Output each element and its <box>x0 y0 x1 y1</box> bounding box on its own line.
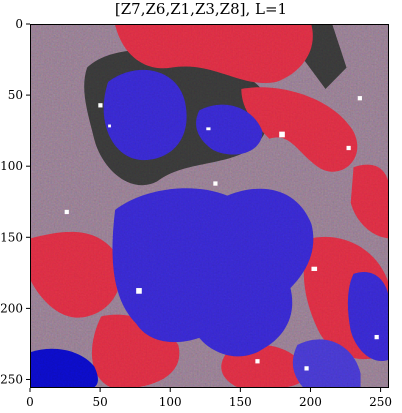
y-tick-label: 50 <box>8 88 23 102</box>
y-tick-label: 250 <box>0 372 23 386</box>
x-tick-label: 100 <box>159 395 182 409</box>
x-tick-label: 250 <box>369 395 392 409</box>
y-tick-label: 0 <box>15 17 23 31</box>
noise-segmentation-image <box>31 25 389 388</box>
y-tick-label: 100 <box>0 159 23 173</box>
x-tick-label: 150 <box>229 395 252 409</box>
y-tick-label: 200 <box>0 301 23 315</box>
x-axis: 0 50 100 150 200 250 <box>26 388 392 409</box>
x-tick-label: 0 <box>26 395 34 409</box>
x-tick-label: 50 <box>92 395 107 409</box>
x-tick-label: 200 <box>299 395 322 409</box>
y-tick-label: 150 <box>0 230 23 244</box>
figure-title: [Z7,Z6,Z1,Z3,Z8], L=1 <box>0 0 402 18</box>
blue-region <box>113 188 314 356</box>
y-axis: 0 50 100 150 200 250 <box>0 17 30 386</box>
blue-region <box>104 70 187 160</box>
image-plot-area <box>30 24 389 388</box>
